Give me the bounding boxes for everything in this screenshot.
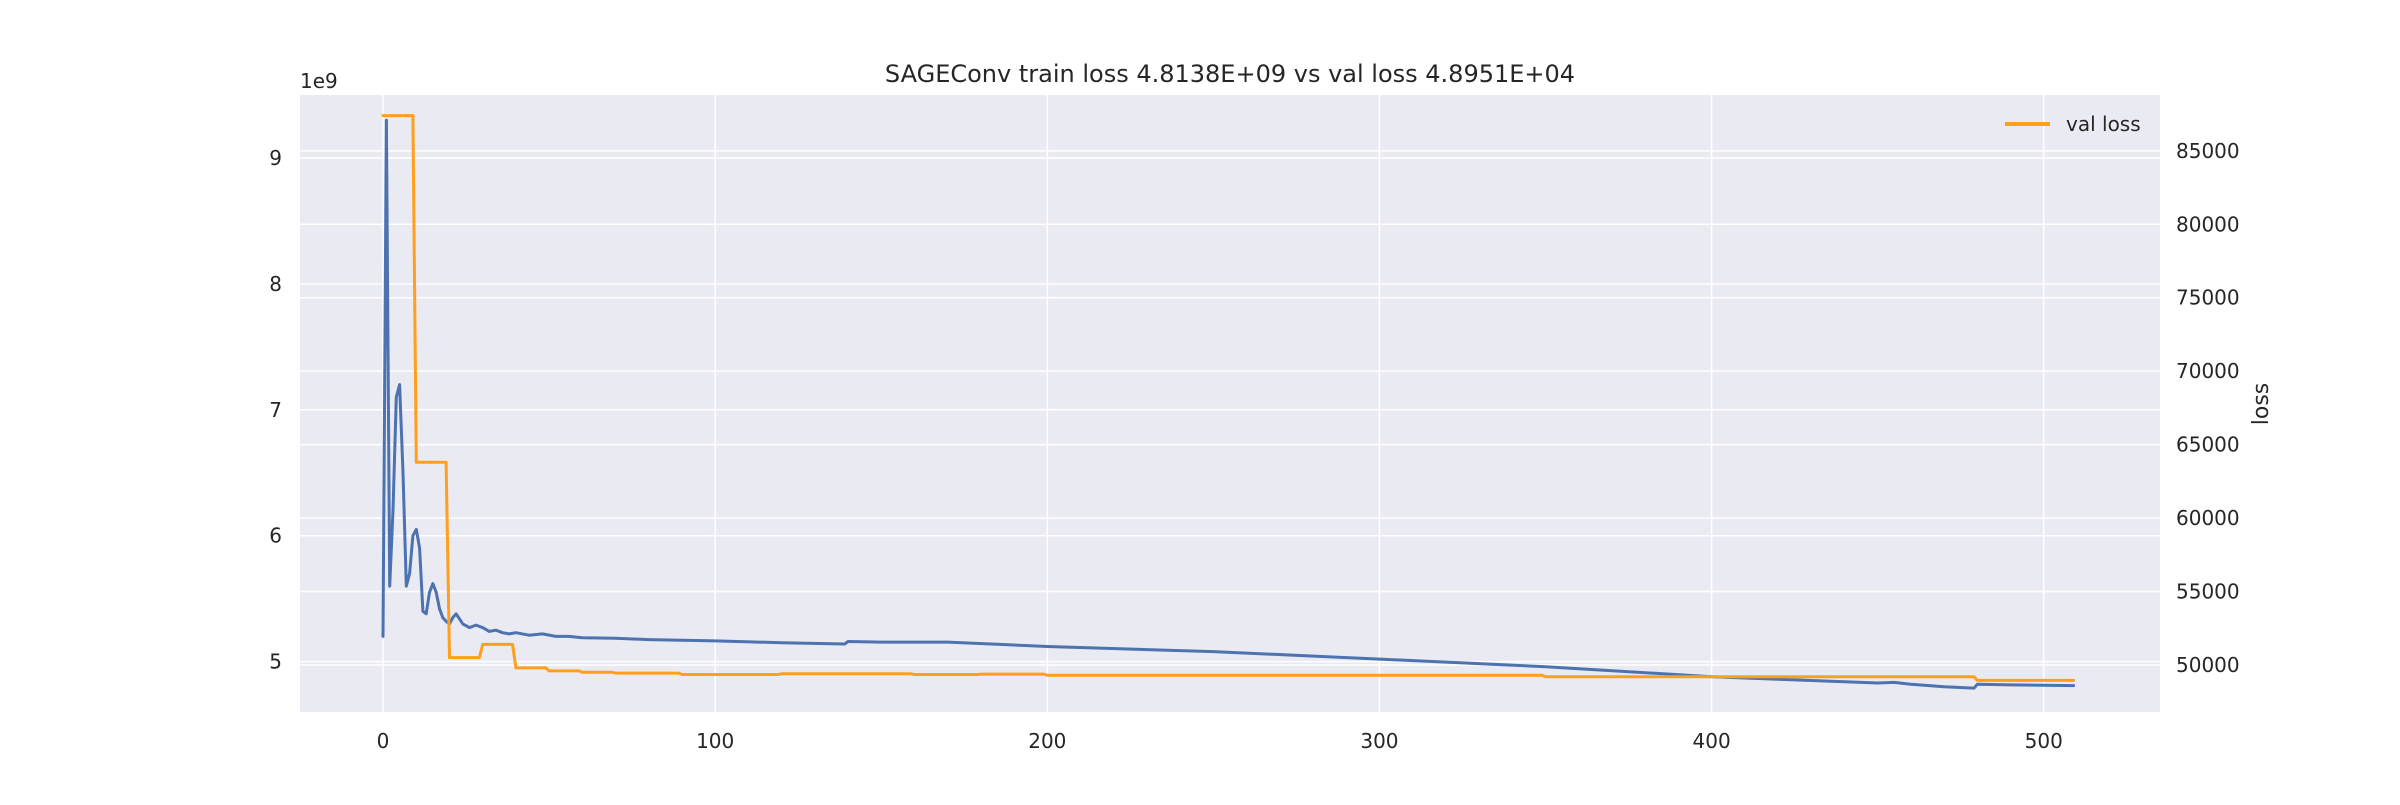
- left-y-tick-label: 6: [269, 524, 282, 548]
- right-y-tick-label: 80000: [2176, 212, 2240, 236]
- axes-labels: 0 100 200 300 400 500 5 6 7 8 9 50000 55000 60000 6500…: [269, 139, 2239, 753]
- x-tick-label: 500: [2025, 729, 2063, 753]
- right-y-tick-label: 50000: [2176, 653, 2240, 677]
- left-y-tick-label: 9: [269, 146, 282, 170]
- right-y-tick-label: 85000: [2176, 139, 2240, 163]
- x-tick-label: 100: [696, 729, 734, 753]
- val-loss-line: [381, 114, 2076, 682]
- legend-label-val-loss: val loss: [2066, 112, 2141, 136]
- right-y-tick-label: 70000: [2176, 359, 2240, 383]
- x-tick-label: 300: [1360, 729, 1398, 753]
- plot-area: [300, 95, 2160, 712]
- right-y-tick-label: 60000: [2176, 506, 2240, 530]
- x-tick-label: 200: [1028, 729, 1066, 753]
- chart-title: SAGEConv train loss 4.8138E+09 vs val lo…: [885, 60, 1575, 88]
- left-axis-offset-text: 1e9: [300, 69, 338, 93]
- left-y-tick-label: 5: [269, 650, 282, 674]
- x-tick-label: 400: [1693, 729, 1731, 753]
- right-axis-label: loss: [2249, 383, 2274, 426]
- right-y-tick-label: 65000: [2176, 433, 2240, 457]
- right-y-tick-label: 55000: [2176, 580, 2240, 604]
- x-tick-label: 0: [377, 729, 390, 753]
- left-y-tick-label: 8: [269, 272, 282, 296]
- grid-lines: [300, 95, 2160, 712]
- series-layer: [381, 114, 2076, 690]
- legend: val loss: [2005, 112, 2141, 136]
- left-y-tick-label: 7: [269, 398, 282, 422]
- right-y-tick-label: 75000: [2176, 286, 2240, 310]
